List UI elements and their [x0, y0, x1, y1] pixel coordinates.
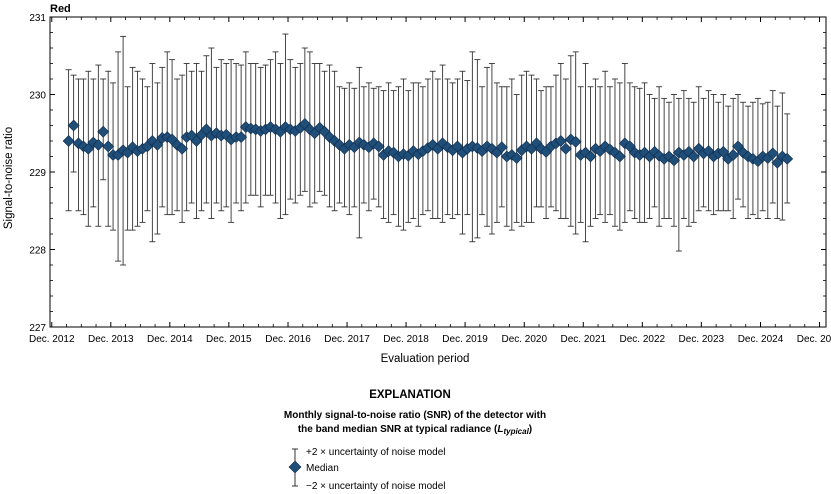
- legend-median-label: Median: [306, 463, 339, 474]
- x-tick-label: Dec. 2014: [147, 334, 193, 345]
- x-tick-label: Dec. 2024: [738, 334, 784, 345]
- median-point: [687, 150, 700, 163]
- median-point: [510, 152, 523, 164]
- explanation-legend: EXPLANATION Monthly signal-to-noise rati…: [284, 389, 546, 492]
- median-point: [372, 140, 385, 153]
- median-point: [151, 138, 164, 151]
- median-point: [584, 150, 597, 163]
- legend-lower-label: −2 × uncertainty of noise model: [306, 481, 446, 492]
- y-axis-title: Signal-to-noise ratio: [3, 127, 15, 229]
- median-point: [554, 135, 567, 147]
- y-tick-label: 227: [29, 323, 46, 334]
- median-point: [569, 135, 582, 148]
- x-tick-label: Dec. 2022: [620, 334, 666, 345]
- median-point: [67, 119, 80, 132]
- median-point: [92, 138, 105, 151]
- y-tick-label: 228: [29, 246, 46, 257]
- x-tick-label: Dec. 2015: [206, 334, 252, 345]
- y-axis: 227 228 229 230 231: [29, 13, 826, 334]
- median-point: [235, 131, 248, 144]
- explanation-subtitle-subscript: typical: [503, 427, 529, 436]
- median-point: [781, 152, 794, 165]
- explanation-title: EXPLANATION: [369, 389, 451, 401]
- y-tick-label: 229: [29, 168, 46, 179]
- y-tick-label: 230: [29, 91, 46, 102]
- median-point: [62, 135, 75, 147]
- median-point: [717, 145, 730, 158]
- explanation-subtitle-suffix: ): [529, 424, 532, 435]
- median-point: [102, 140, 115, 153]
- median-point: [668, 154, 680, 167]
- x-tick-label: Dec. 2019: [442, 334, 488, 345]
- x-tick-label: Dec. 2013: [88, 334, 134, 345]
- x-tick-label: Dec. 2021: [560, 334, 606, 345]
- y-tick-label: 231: [29, 13, 46, 24]
- median-point: [97, 125, 110, 138]
- legend-upper-label: +2 × uncertainty of noise model: [306, 447, 446, 458]
- explanation-subtitle-symbol: L: [497, 424, 503, 435]
- explanation-subtitle-line1: Monthly signal-to-noise ratio (SNR) of t…: [284, 410, 546, 421]
- x-axis-title: Evaluation period: [381, 353, 470, 365]
- median-point: [559, 142, 572, 155]
- explanation-subtitle-line2: the band median SNR at typical radiance …: [298, 424, 532, 436]
- median-point: [613, 150, 626, 163]
- panel-title: Red: [50, 3, 71, 15]
- x-tick-label: Dec. 2018: [383, 334, 429, 345]
- legend-diamond-icon: [288, 460, 302, 474]
- x-tick-label: Dec. 2025: [797, 334, 831, 345]
- x-tick-label: Dec. 2020: [501, 334, 547, 345]
- x-tick-label: Dec. 2016: [265, 334, 311, 345]
- x-axis: Dec. 2012 Dec. 2013 Dec. 2014 Dec. 2015 Dec.…: [29, 17, 831, 345]
- explanation-subtitle-prefix: the band median SNR at typical radiance …: [298, 424, 498, 435]
- x-tick-label: Dec. 2012: [29, 334, 75, 345]
- x-tick-label: Dec. 2023: [679, 334, 725, 345]
- median-point: [766, 147, 779, 160]
- median-point: [495, 141, 508, 154]
- x-tick-label: Dec. 2017: [324, 334, 370, 345]
- median-markers-group: [62, 118, 794, 169]
- legend-symbol: [288, 448, 302, 487]
- median-point: [176, 142, 189, 155]
- median-point: [727, 149, 740, 161]
